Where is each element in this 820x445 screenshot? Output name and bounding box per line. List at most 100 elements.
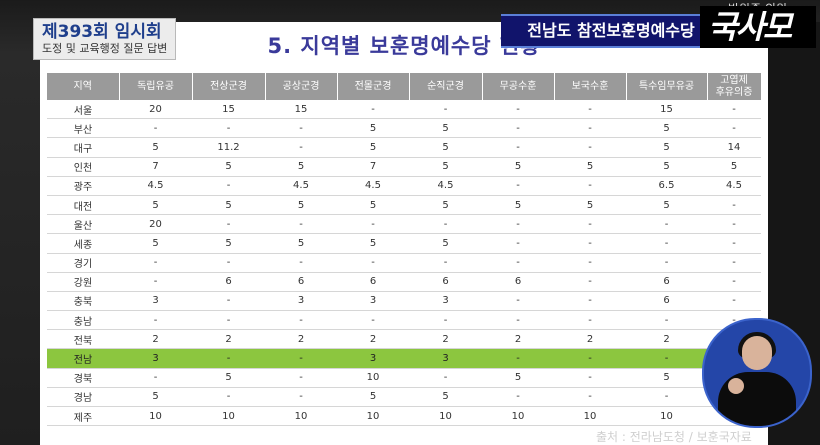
value-cell: 2 [482, 329, 554, 350]
table-row: 전남3--33---- [47, 348, 761, 369]
value-cell: - [626, 233, 707, 254]
value-cell: 5 [482, 195, 554, 216]
value-cell: 10 [265, 406, 337, 427]
value-cell: 5 [265, 233, 337, 254]
value-cell: 5 [337, 195, 409, 216]
value-cell: 15 [626, 100, 707, 120]
value-cell: - [626, 387, 707, 408]
value-cell: 5 [409, 233, 482, 254]
value-cell: - [482, 176, 554, 196]
value-cell: 4.5 [707, 176, 761, 196]
value-cell: - [707, 118, 761, 139]
value-cell: 5 [707, 157, 761, 177]
value-cell: 14 [707, 137, 761, 158]
value-cell: 3 [119, 291, 192, 312]
value-cell: 5 [554, 195, 626, 216]
value-cell: 6 [192, 272, 265, 292]
column-header: 무공수훈 [482, 73, 555, 100]
region-cell: 세종 [47, 233, 119, 254]
value-cell: - [337, 214, 409, 235]
value-cell: - [192, 291, 265, 312]
table-row: 부산 - - -5 5- -5- [47, 118, 761, 139]
topic-banner: 전남도 참전보훈명예수당 [501, 14, 721, 48]
value-cell: - [626, 310, 707, 331]
region-cell: 제주 [47, 406, 119, 427]
value-cell: - [337, 253, 409, 273]
value-cell: - [119, 253, 192, 273]
value-cell: - [265, 214, 337, 235]
value-cell: - [265, 137, 337, 158]
value-cell: - [554, 253, 626, 273]
value-cell: 6.5 [626, 176, 707, 196]
value-cell: 6 [626, 272, 707, 292]
value-cell: - [554, 310, 626, 331]
value-cell: 5 [265, 195, 337, 216]
table-row: 대구 5 11.2-5 5- -5 14 [47, 137, 761, 158]
table-row: 서울 20 15 15- - - -15- [47, 100, 761, 120]
presentation-slide: 5. 지역별 보훈명예수당 현황 지역 독립유공 전상군경 공상군경 전몰군경 순직군경 무… [40, 22, 768, 445]
column-header: 전몰군경 [337, 73, 410, 100]
value-cell: 5 [192, 233, 265, 254]
region-cell: 인천 [47, 157, 119, 177]
value-cell: - [119, 368, 192, 388]
value-cell: - [482, 387, 554, 408]
value-cell: 15 [192, 100, 265, 120]
value-cell: - [482, 118, 554, 139]
value-cell: - [409, 214, 482, 235]
value-cell: - [192, 310, 265, 331]
value-cell: - [626, 253, 707, 273]
table-row: 광주 4.5-4.5 4.5 4.5- -6.5 4.5 [47, 176, 761, 196]
value-cell: - [554, 368, 626, 388]
value-cell: - [554, 176, 626, 196]
value-cell: 3 [119, 348, 192, 369]
region-cell: 대전 [47, 195, 119, 216]
value-cell: - [119, 272, 192, 292]
value-cell: 3 [409, 348, 482, 369]
value-cell: - [707, 233, 761, 254]
table-row: 인천 7 5 5 7 5 5 5 5 5 [47, 157, 761, 177]
topic-banner-text: 전남도 참전보훈명예수당 [527, 21, 695, 40]
value-cell: 10 [337, 368, 409, 388]
source-caption: 출처 : 전라남도청 / 보훈국자료 [596, 430, 752, 444]
value-cell: 10 [482, 406, 554, 427]
value-cell: 3 [337, 348, 409, 369]
value-cell: 20 [119, 214, 192, 235]
value-cell: - [409, 253, 482, 273]
value-cell: 2 [626, 329, 707, 350]
region-cell: 경북 [47, 368, 119, 388]
value-cell: - [192, 253, 265, 273]
table-row: 경기 - - - - - - - - - [47, 253, 761, 273]
value-cell: 5 [119, 195, 192, 216]
value-cell: - [554, 100, 626, 120]
table-row: 충남 - - - - - - - - - [47, 310, 761, 331]
value-cell: 5 [337, 118, 409, 139]
value-cell: - [337, 100, 409, 120]
column-header: 고엽제 후유의증 [707, 73, 762, 100]
value-cell: 5 [626, 137, 707, 158]
value-cell: 5 [409, 118, 482, 139]
value-cell: - [554, 118, 626, 139]
value-cell: - [707, 214, 761, 235]
value-cell: - [409, 310, 482, 331]
value-cell: 5 [337, 137, 409, 158]
value-cell: - [707, 291, 761, 312]
region-cell: 전남 [47, 348, 119, 369]
column-header: 전상군경 [192, 73, 266, 100]
region-cell: 부산 [47, 118, 119, 139]
value-cell: 5 [265, 157, 337, 177]
table-row: 경남5--55---- [47, 387, 761, 408]
value-cell: 2 [554, 329, 626, 350]
region-cell: 서울 [47, 100, 119, 120]
region-cell: 대구 [47, 137, 119, 158]
value-cell: - [192, 214, 265, 235]
value-cell: - [119, 310, 192, 331]
value-cell: - [482, 348, 554, 369]
value-cell: 5 [337, 387, 409, 408]
value-cell: - [192, 176, 265, 196]
region-cell: 충남 [47, 310, 119, 331]
value-cell: 2 [192, 329, 265, 350]
value-cell: 2 [337, 329, 409, 350]
value-cell: 6 [265, 272, 337, 292]
